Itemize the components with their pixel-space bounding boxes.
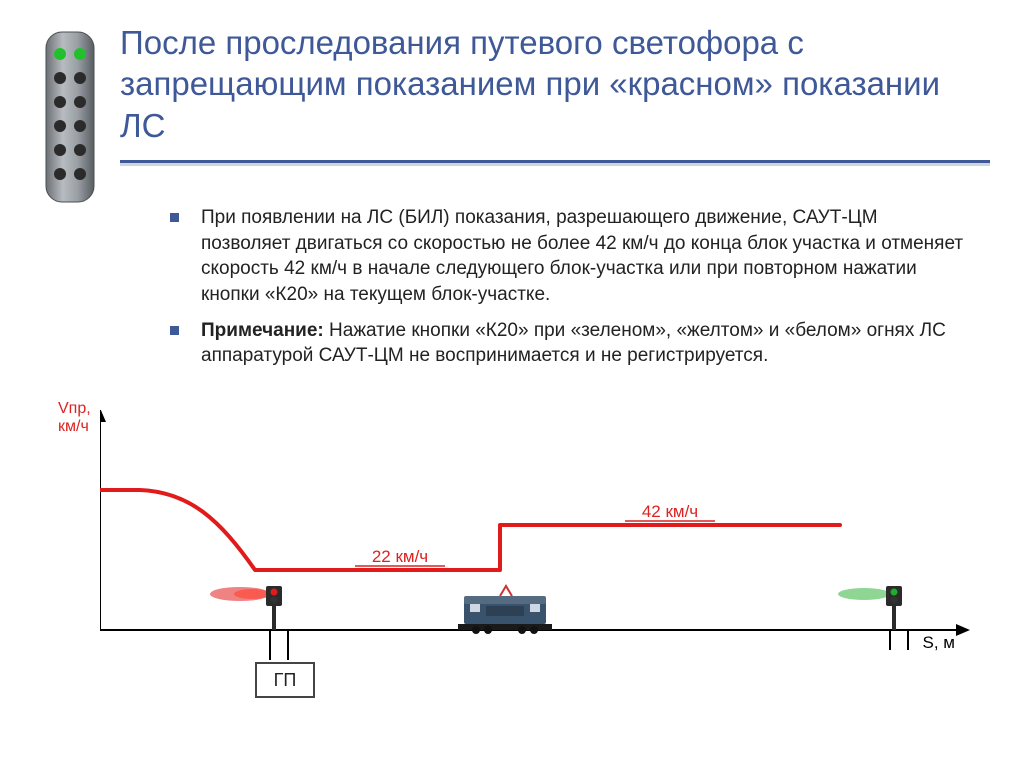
track-signal-green [838,586,908,650]
speed-curve [100,490,840,570]
bullet-marker [170,326,179,335]
axis-y-label: Vпр, км/ч [58,400,91,435]
locomotive-icon [458,586,552,634]
svg-text:22 км/ч: 22 км/ч [372,547,428,566]
bullet-item: При появлении на ЛС (БИЛ) показания, раз… [170,205,970,308]
signal-device-image [40,30,100,205]
title-underline-shadow [120,163,990,166]
bullet-item: Примечание: Нажатие кнопки «К20» при «зе… [170,318,970,369]
bullet-text: Примечание: Нажатие кнопки «К20» при «зе… [201,318,970,369]
content-block: При появлении на ЛС (БИЛ) показания, раз… [170,205,970,379]
bullet-text: При появлении на ЛС (БИЛ) показания, раз… [201,205,970,308]
speed-label-high: 42 км/ч [625,502,715,521]
bullet-marker [170,213,179,222]
gp-box: ГП [255,662,315,698]
speed-label-low: 22 км/ч [355,547,445,566]
speed-diagram: 22 км/ч 42 км/ч S, м [100,410,970,700]
slide-title: После проследования путевого светофора с… [120,22,990,146]
axis-x-label: S, м [923,633,955,652]
track-signal-red [210,586,288,660]
svg-text:42 км/ч: 42 км/ч [642,502,698,521]
